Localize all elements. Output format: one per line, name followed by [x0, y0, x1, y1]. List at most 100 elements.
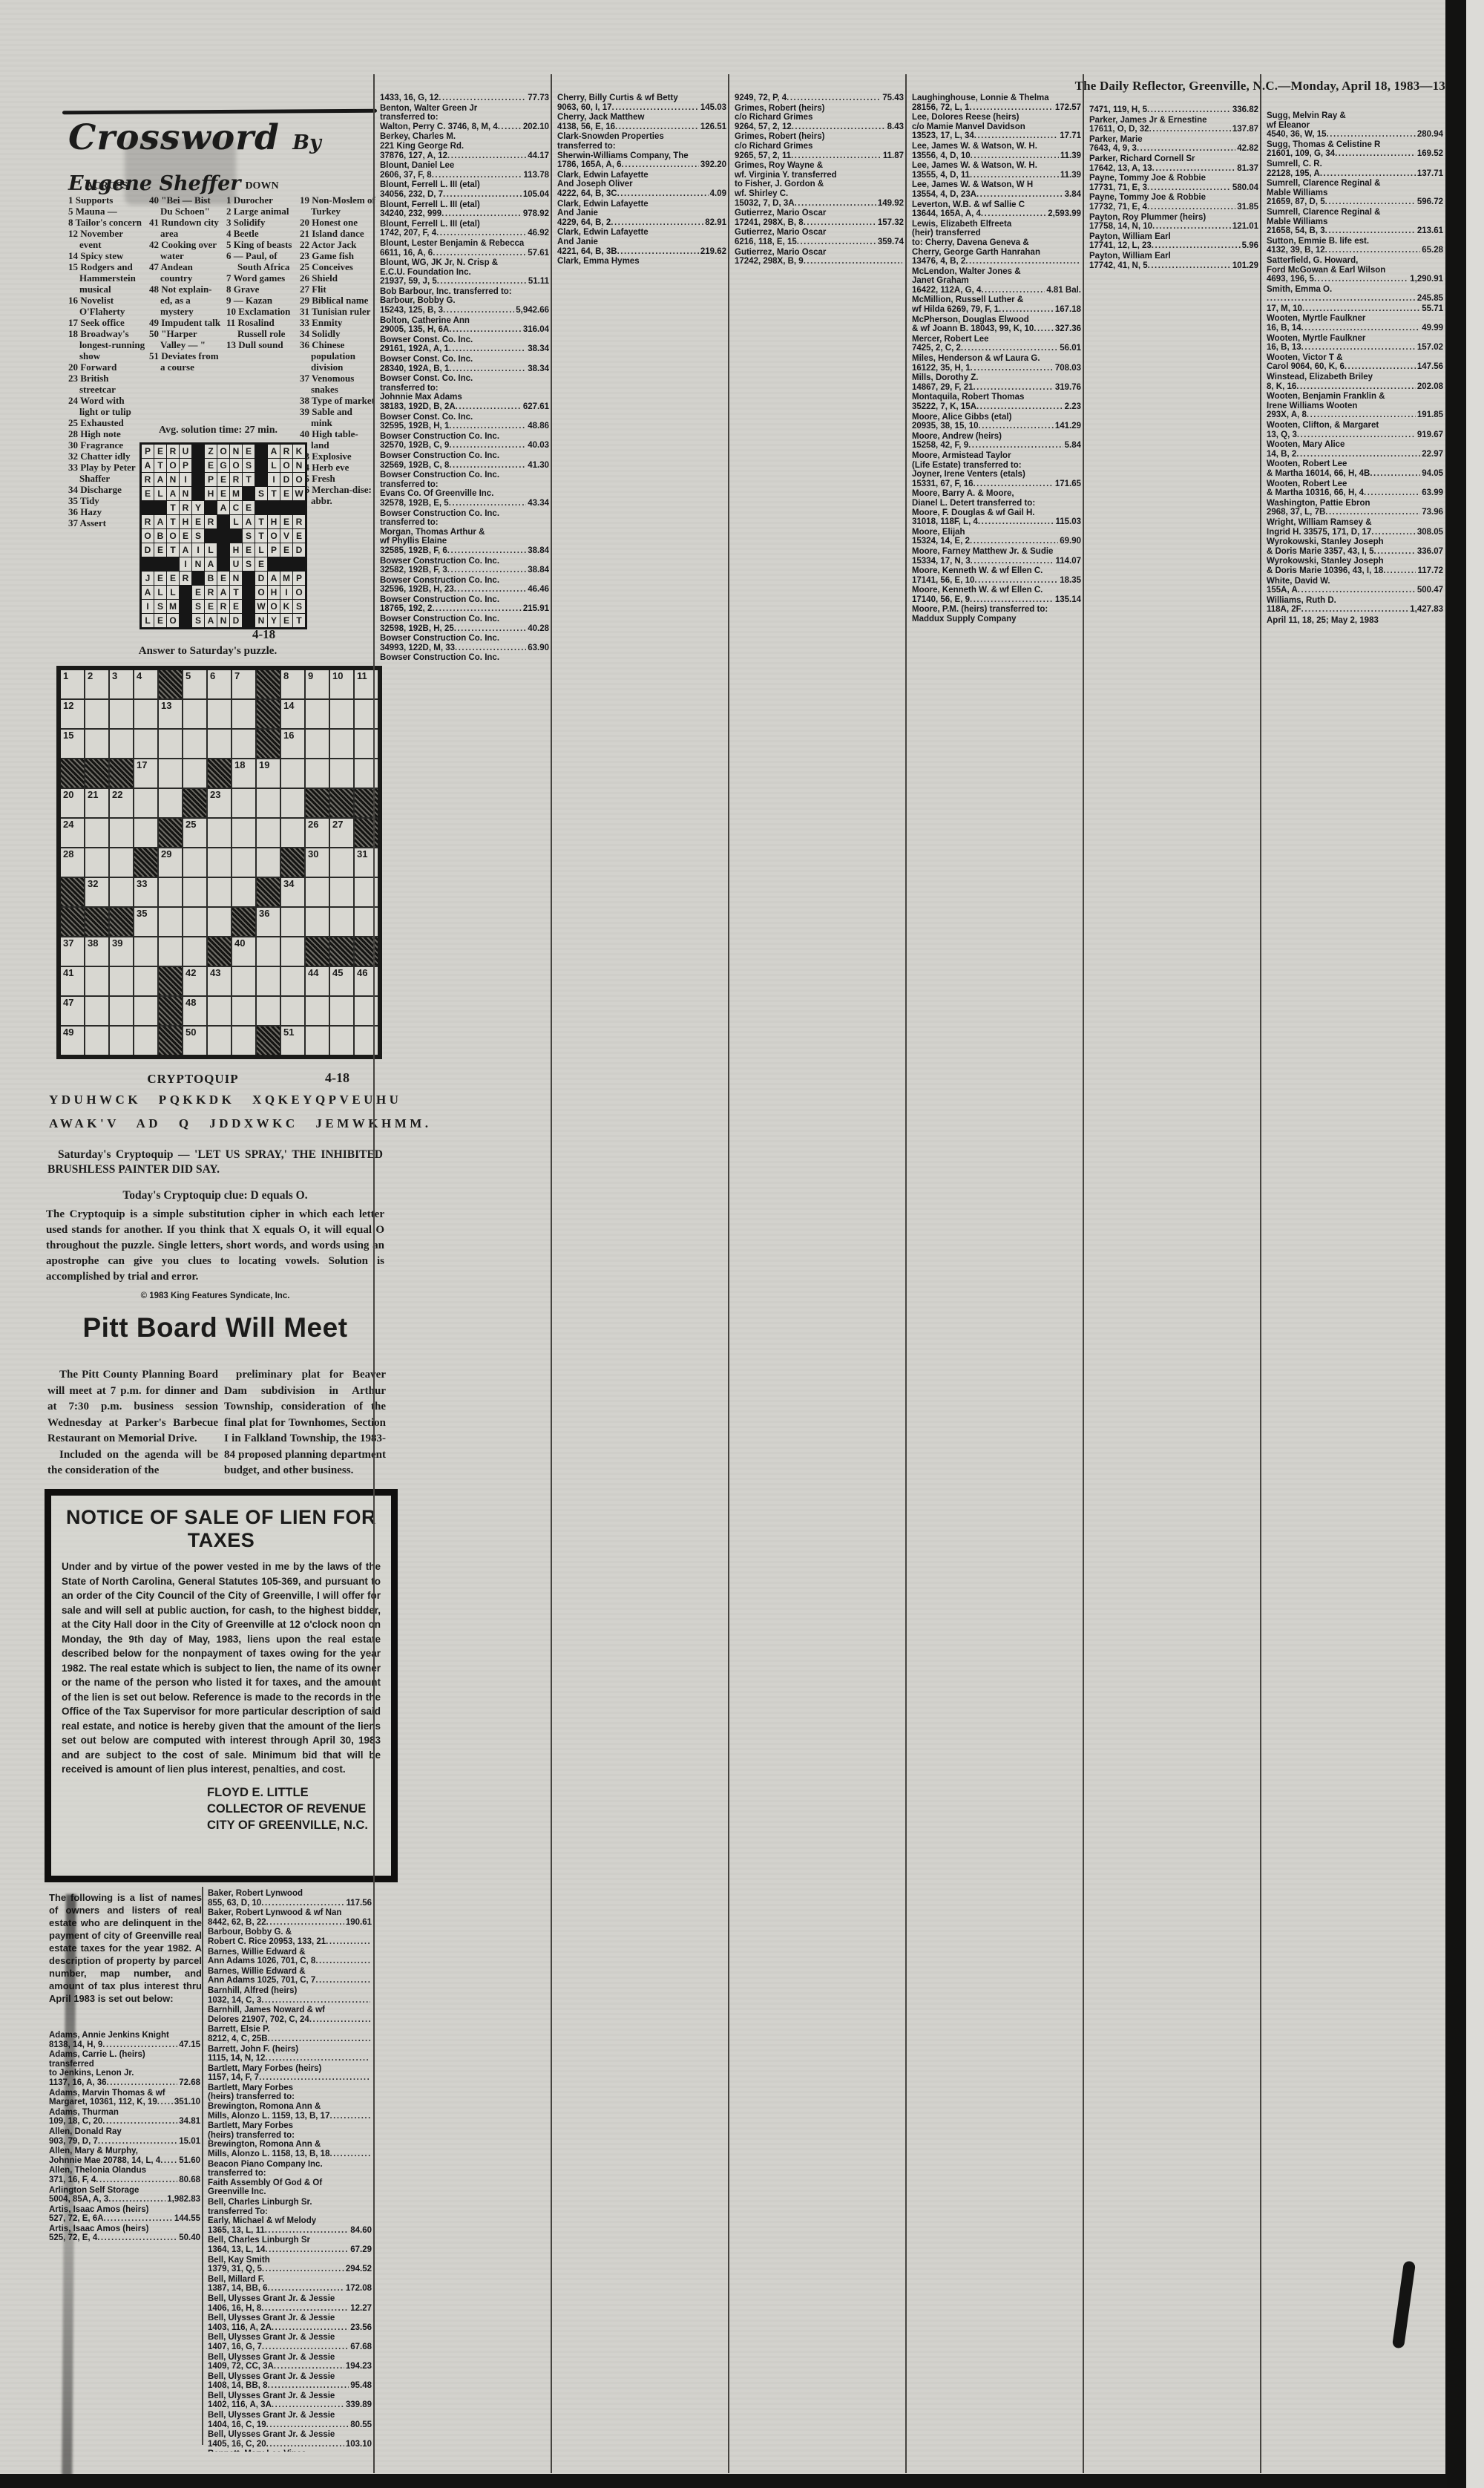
clue-number: 36 — [68, 506, 81, 517]
parcel-ref: 32569, 192B, C, 8 — [380, 460, 450, 470]
puzzle-cell — [330, 997, 353, 1025]
lien-amount: 73.96 — [1422, 508, 1443, 517]
clue-text: Biblical name — [312, 295, 369, 306]
parcel-ref: 109, 18, C, 20 — [49, 2117, 103, 2127]
parcel-ref: 13555, 4, D, 11 — [912, 170, 971, 180]
cell-number: 51 — [283, 1027, 295, 1038]
solution-cell: E — [243, 543, 255, 557]
solution-cell: E — [167, 572, 179, 585]
puzzle-cell: 3 — [110, 670, 133, 698]
owner-name: Payne, Tommy Joe & Robbie — [1089, 174, 1206, 183]
solution-cell — [192, 487, 204, 500]
tax-lien-entry: Sutton, Emmie B. life est. 4132, 39, B, 1… — [1267, 237, 1443, 255]
crossword-clue: 16 Novelist O'Flaherty — [68, 295, 145, 317]
clue-number: 7 — [226, 272, 234, 284]
puzzle-cell: 25 — [183, 819, 206, 847]
lien-amount: 15.01 — [179, 2136, 200, 2146]
solution-cell — [230, 529, 242, 543]
clue-text: Tunisian ruler — [312, 306, 371, 317]
solution-cell: K — [280, 600, 292, 613]
lien-amount: 1,982.83 — [167, 2195, 200, 2204]
clue-number: 34 — [68, 484, 81, 495]
parcel-ref: 1365, 13, L, 11 — [208, 2225, 265, 2235]
clue-number: 51 — [149, 350, 162, 361]
tax-list-col4: Laughinghouse, Lonnie & Thelma 28156, 72,… — [912, 94, 1081, 2469]
parcel-ref: 4229, 64, B, 2 — [557, 217, 611, 227]
cell-number: 50 — [186, 1027, 197, 1038]
tax-lien-entry: Mills, Dorothy Z.14867, 29, F, 21 319.76 — [912, 373, 1081, 392]
crossword-clue: 20 Honest one — [300, 217, 375, 228]
tax-lien-entry: Sugg, Thomas & Celistine R 21601, 109, G,… — [1267, 140, 1443, 159]
solution-cell: S — [243, 529, 255, 543]
owner-name: Blount, Lester Benjamin & Rebecca — [380, 238, 525, 248]
lien-amount: 22.97 — [1422, 449, 1443, 459]
lien-amount: 327.36 — [1054, 324, 1081, 334]
solution-cell — [167, 557, 179, 571]
signature-city: CITY OF GREENVILLE, N.C. — [207, 1818, 368, 1832]
owner-name: Miles, Henderson & wf Laura G. — [912, 354, 1040, 364]
dot-leader — [437, 277, 527, 287]
lien-amount: 169.52 — [1416, 149, 1443, 159]
crossword-clue: 36 Hazy — [68, 506, 145, 517]
dot-leader — [1296, 450, 1420, 459]
crossword-clue: 4 Beetle — [226, 228, 298, 239]
parcel-ref: 14867, 29, F, 21 — [912, 382, 974, 392]
puzzle-cell: 10 — [330, 670, 353, 698]
parcel-line: 34056, 232, D, 7 105.04 — [380, 190, 549, 200]
owner-name: Bowser Construction Co. Inc. — [380, 575, 500, 585]
parcel-ref: 15258, 42, F, 9 — [912, 441, 969, 451]
tax-lien-entry: Blount, Ferrell L. III (etal) 1742, 207, … — [380, 220, 549, 238]
dot-leader — [315, 1976, 370, 1986]
clue-number: 5 — [226, 239, 234, 250]
lien-amount: 40.28 — [528, 623, 549, 633]
owner-name: (heirs) transferred to: — [208, 2130, 295, 2140]
parcel-line: 9264, 57, 2, 12 8.43 — [735, 122, 904, 132]
lien-amount: 215.91 — [522, 604, 549, 614]
lien-amount: 42.82 — [1237, 144, 1258, 154]
cryptoquip-cipher-line2: AWAK'V AD Q JDDXWKC JEMWKHMM. — [49, 1116, 432, 1130]
parcel-line: 16, B, 14 49.99 — [1267, 324, 1443, 333]
puzzle-cell: 33 — [134, 878, 157, 906]
tax-lien-entry: Montaquila, Robert Thomas 35222, 7, K, 15… — [912, 393, 1081, 411]
parcel-ref: 17758, 14, N, 10 — [1089, 222, 1153, 232]
puzzle-cell — [134, 848, 157, 877]
puzzle-cell: 40 — [232, 937, 255, 966]
tax-lien-entry: Payne, Tommy Joe & Robbie 17731, 71, E, 3… — [1089, 174, 1258, 192]
clue-text: Not explain-ed, as a mystery — [160, 284, 212, 317]
parcel-line: 855, 63, D, 10 117.56 — [208, 1899, 372, 1908]
owner-name: Sugg, Thomas & Celistine R — [1267, 140, 1381, 149]
parcel-ref: 1137, 16, A, 36 — [49, 2078, 107, 2087]
owner-name: transferred to: — [557, 141, 616, 151]
owner-name: Parker, Richard Cornell Sr — [1089, 154, 1195, 163]
puzzle-cell — [330, 908, 353, 936]
owner-name: Adams, Annie Jenkins Knight — [49, 2031, 169, 2040]
dot-leader — [612, 103, 699, 113]
solution-cell: S — [293, 600, 305, 613]
parcel-ref: 6611, 16, A, 6 — [380, 248, 433, 258]
owner-name: Grimes, Robert (heirs) — [735, 132, 825, 142]
cell-number: 18 — [234, 759, 246, 770]
parcel-ref: 32582, 192B, F, 3 — [380, 566, 447, 575]
crossword-clue: 37 Venomous snakes — [300, 373, 375, 395]
solution-cell: E — [205, 600, 217, 613]
lien-amount: 708.03 — [1054, 363, 1081, 373]
parcel-ref: 9265, 57, 2, 11 — [735, 151, 792, 160]
tax-lien-entry: Clark-Snowden Properties transferred to: S… — [557, 132, 726, 169]
parcel-ref: 4540, 36, W, 15 — [1267, 130, 1327, 140]
parcel-line: 8138, 14, H, 9 47.15 — [49, 2040, 200, 2050]
dot-leader — [1152, 222, 1231, 232]
parcel-ref: 20935, 38, 15, 10 — [912, 422, 979, 431]
tax-lien-entry: Grimes, Robert (heirs) c/o Richard Grimes… — [735, 104, 904, 132]
lien-amount: 3.84 — [1064, 189, 1081, 199]
puzzle-cell — [306, 937, 329, 966]
owner-name: Lee, James W. & Watson, W. H. — [912, 141, 1037, 151]
owner-name: Sumrell, Clarence Reginal & — [1267, 179, 1381, 189]
parcel-line: Mills, Alonzo L. 1158, 13, B, 18 — [208, 2150, 372, 2159]
parcel-ref: 4138, 56, E, 16 — [557, 122, 616, 131]
clue-number: 48 — [149, 284, 162, 295]
parcel-line: 32570, 192B, C, 9 40.03 — [380, 441, 549, 451]
dot-leader — [436, 229, 526, 238]
parcel-line: & Doris Marie 10396, 43, I, 18 117.72 — [1267, 566, 1443, 576]
dot-leader — [1325, 197, 1416, 207]
